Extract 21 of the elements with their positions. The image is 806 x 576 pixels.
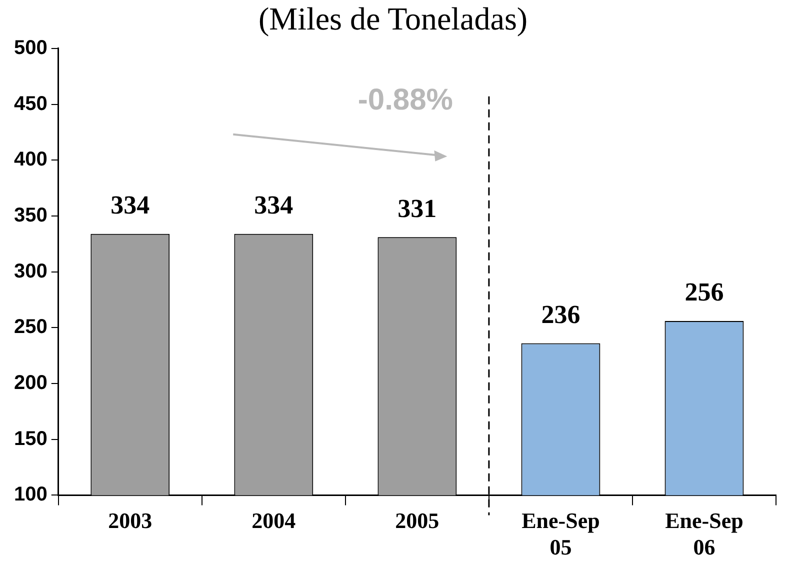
y-tick-label: 400: [14, 148, 48, 171]
y-tick-label: 300: [14, 260, 48, 282]
x-tick-label: 2005: [395, 508, 440, 534]
x-tick-label: 2004: [252, 508, 296, 534]
x-tick-label: Ene-Sep 06: [665, 508, 744, 560]
y-tick-label: 500: [14, 36, 48, 59]
chart-title: (Miles de Toneladas): [258, 0, 528, 37]
data-label: 256: [684, 278, 724, 307]
x-tick-label: 2003: [108, 508, 152, 534]
x-tick-label: Ene-Sep 05: [522, 508, 600, 560]
data-label: 331: [398, 194, 437, 223]
data-label: 334: [254, 190, 294, 220]
y-tick-label: 250: [14, 316, 48, 338]
y-tick-label: 100: [14, 484, 48, 506]
y-tick-label: 350: [14, 204, 48, 226]
data-label: 334: [110, 190, 150, 220]
data-label: 236: [541, 300, 580, 330]
y-tick-label: 150: [14, 428, 48, 450]
y-tick-label: 200: [14, 372, 48, 394]
y-tick-label: 450: [14, 92, 48, 115]
annotation: -0.88%: [358, 84, 453, 117]
